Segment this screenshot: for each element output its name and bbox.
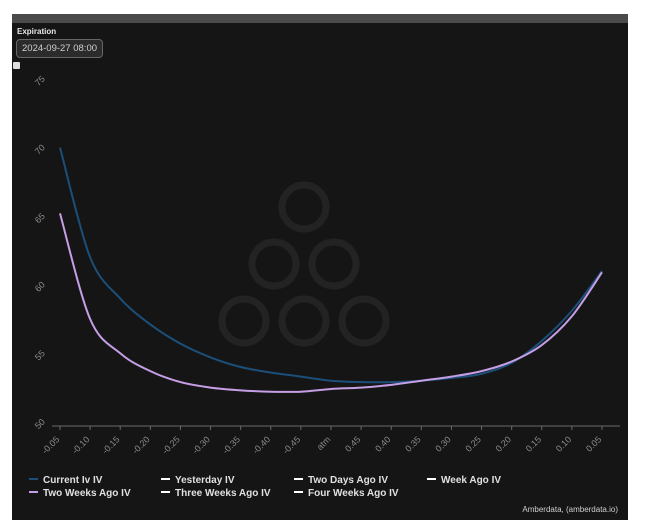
- legend-swatch: [161, 478, 170, 481]
- series-line-two-weeks-ago-iv[interactable]: [59, 213, 603, 393]
- x-tick-label: -0.05: [40, 434, 62, 456]
- legend-swatch: [161, 491, 170, 494]
- legend-item-two-days[interactable]: Two Days Ago IV: [294, 475, 388, 486]
- x-tick-label: 0.20: [494, 434, 513, 453]
- series-line-current-iv[interactable]: [59, 147, 603, 384]
- legend-swatch: [294, 491, 303, 494]
- x-tick-label: 0.40: [373, 434, 392, 453]
- y-tick-label: 65: [33, 211, 47, 225]
- y-tick-label: 75: [33, 74, 47, 88]
- x-tick-label: 0.35: [403, 434, 422, 453]
- x-tick-label: -0.45: [281, 434, 303, 456]
- series-lines: [59, 147, 603, 393]
- amberdata-watermark: [218, 181, 390, 347]
- legend-swatch: [29, 478, 38, 481]
- legend-swatch: [427, 478, 436, 481]
- x-tick-label: -0.20: [130, 434, 152, 456]
- legend-item-current[interactable]: Current Iv IV: [29, 475, 102, 486]
- legend-item-two-weeks[interactable]: Two Weeks Ago IV: [29, 488, 131, 499]
- x-tick-label: -0.35: [221, 434, 243, 456]
- y-tick-label: 55: [33, 348, 47, 362]
- y-tick-label: 50: [33, 417, 47, 431]
- x-tick-label: -0.40: [251, 434, 273, 456]
- reset-zoom-button[interactable]: [13, 62, 20, 69]
- x-tick-label: 0.25: [464, 434, 483, 453]
- y-axis-ticks: 50 55 60 65 70 75: [33, 74, 47, 431]
- legend-item-four-weeks[interactable]: Four Weeks Ago IV: [294, 488, 399, 499]
- x-tick-label: 0.30: [433, 434, 452, 453]
- x-tick-label: -0.25: [160, 434, 182, 456]
- y-tick-label: 60: [33, 280, 47, 294]
- x-tick-label: -0.15: [100, 434, 122, 456]
- x-tick-label: atm: [315, 434, 333, 452]
- x-axis-ticks: -0.05 -0.10 -0.15 -0.20 -0.25 -0.30 -0.35 -0.40…: [40, 426, 603, 456]
- legend-item-yesterday[interactable]: Yesterday IV: [161, 475, 234, 486]
- x-tick-label: 0.45: [343, 434, 362, 453]
- chart-panel: Expiration 2024-09-27 08:00 50 55 60 65 70 75…: [12, 14, 628, 520]
- expiration-select[interactable]: 2024-09-27 08:00: [16, 39, 103, 58]
- legend-swatch: [29, 491, 38, 494]
- x-tick-label: 0.05: [584, 434, 603, 453]
- x-tick-label: -0.30: [190, 434, 212, 456]
- y-tick-label: 70: [33, 142, 47, 156]
- x-tick-label: 0.15: [524, 434, 543, 453]
- top-bar: [12, 14, 628, 23]
- x-tick-label: -0.10: [70, 434, 92, 456]
- legend-swatch: [294, 478, 303, 481]
- expiration-label: Expiration: [17, 27, 57, 36]
- legend-item-three-weeks[interactable]: Three Weeks Ago IV: [161, 488, 271, 499]
- x-tick-label: 0.10: [554, 434, 573, 453]
- credit-text: Amberdata, (amberdata.io): [522, 505, 618, 514]
- legend-item-week-ago[interactable]: Week Ago IV: [427, 475, 501, 486]
